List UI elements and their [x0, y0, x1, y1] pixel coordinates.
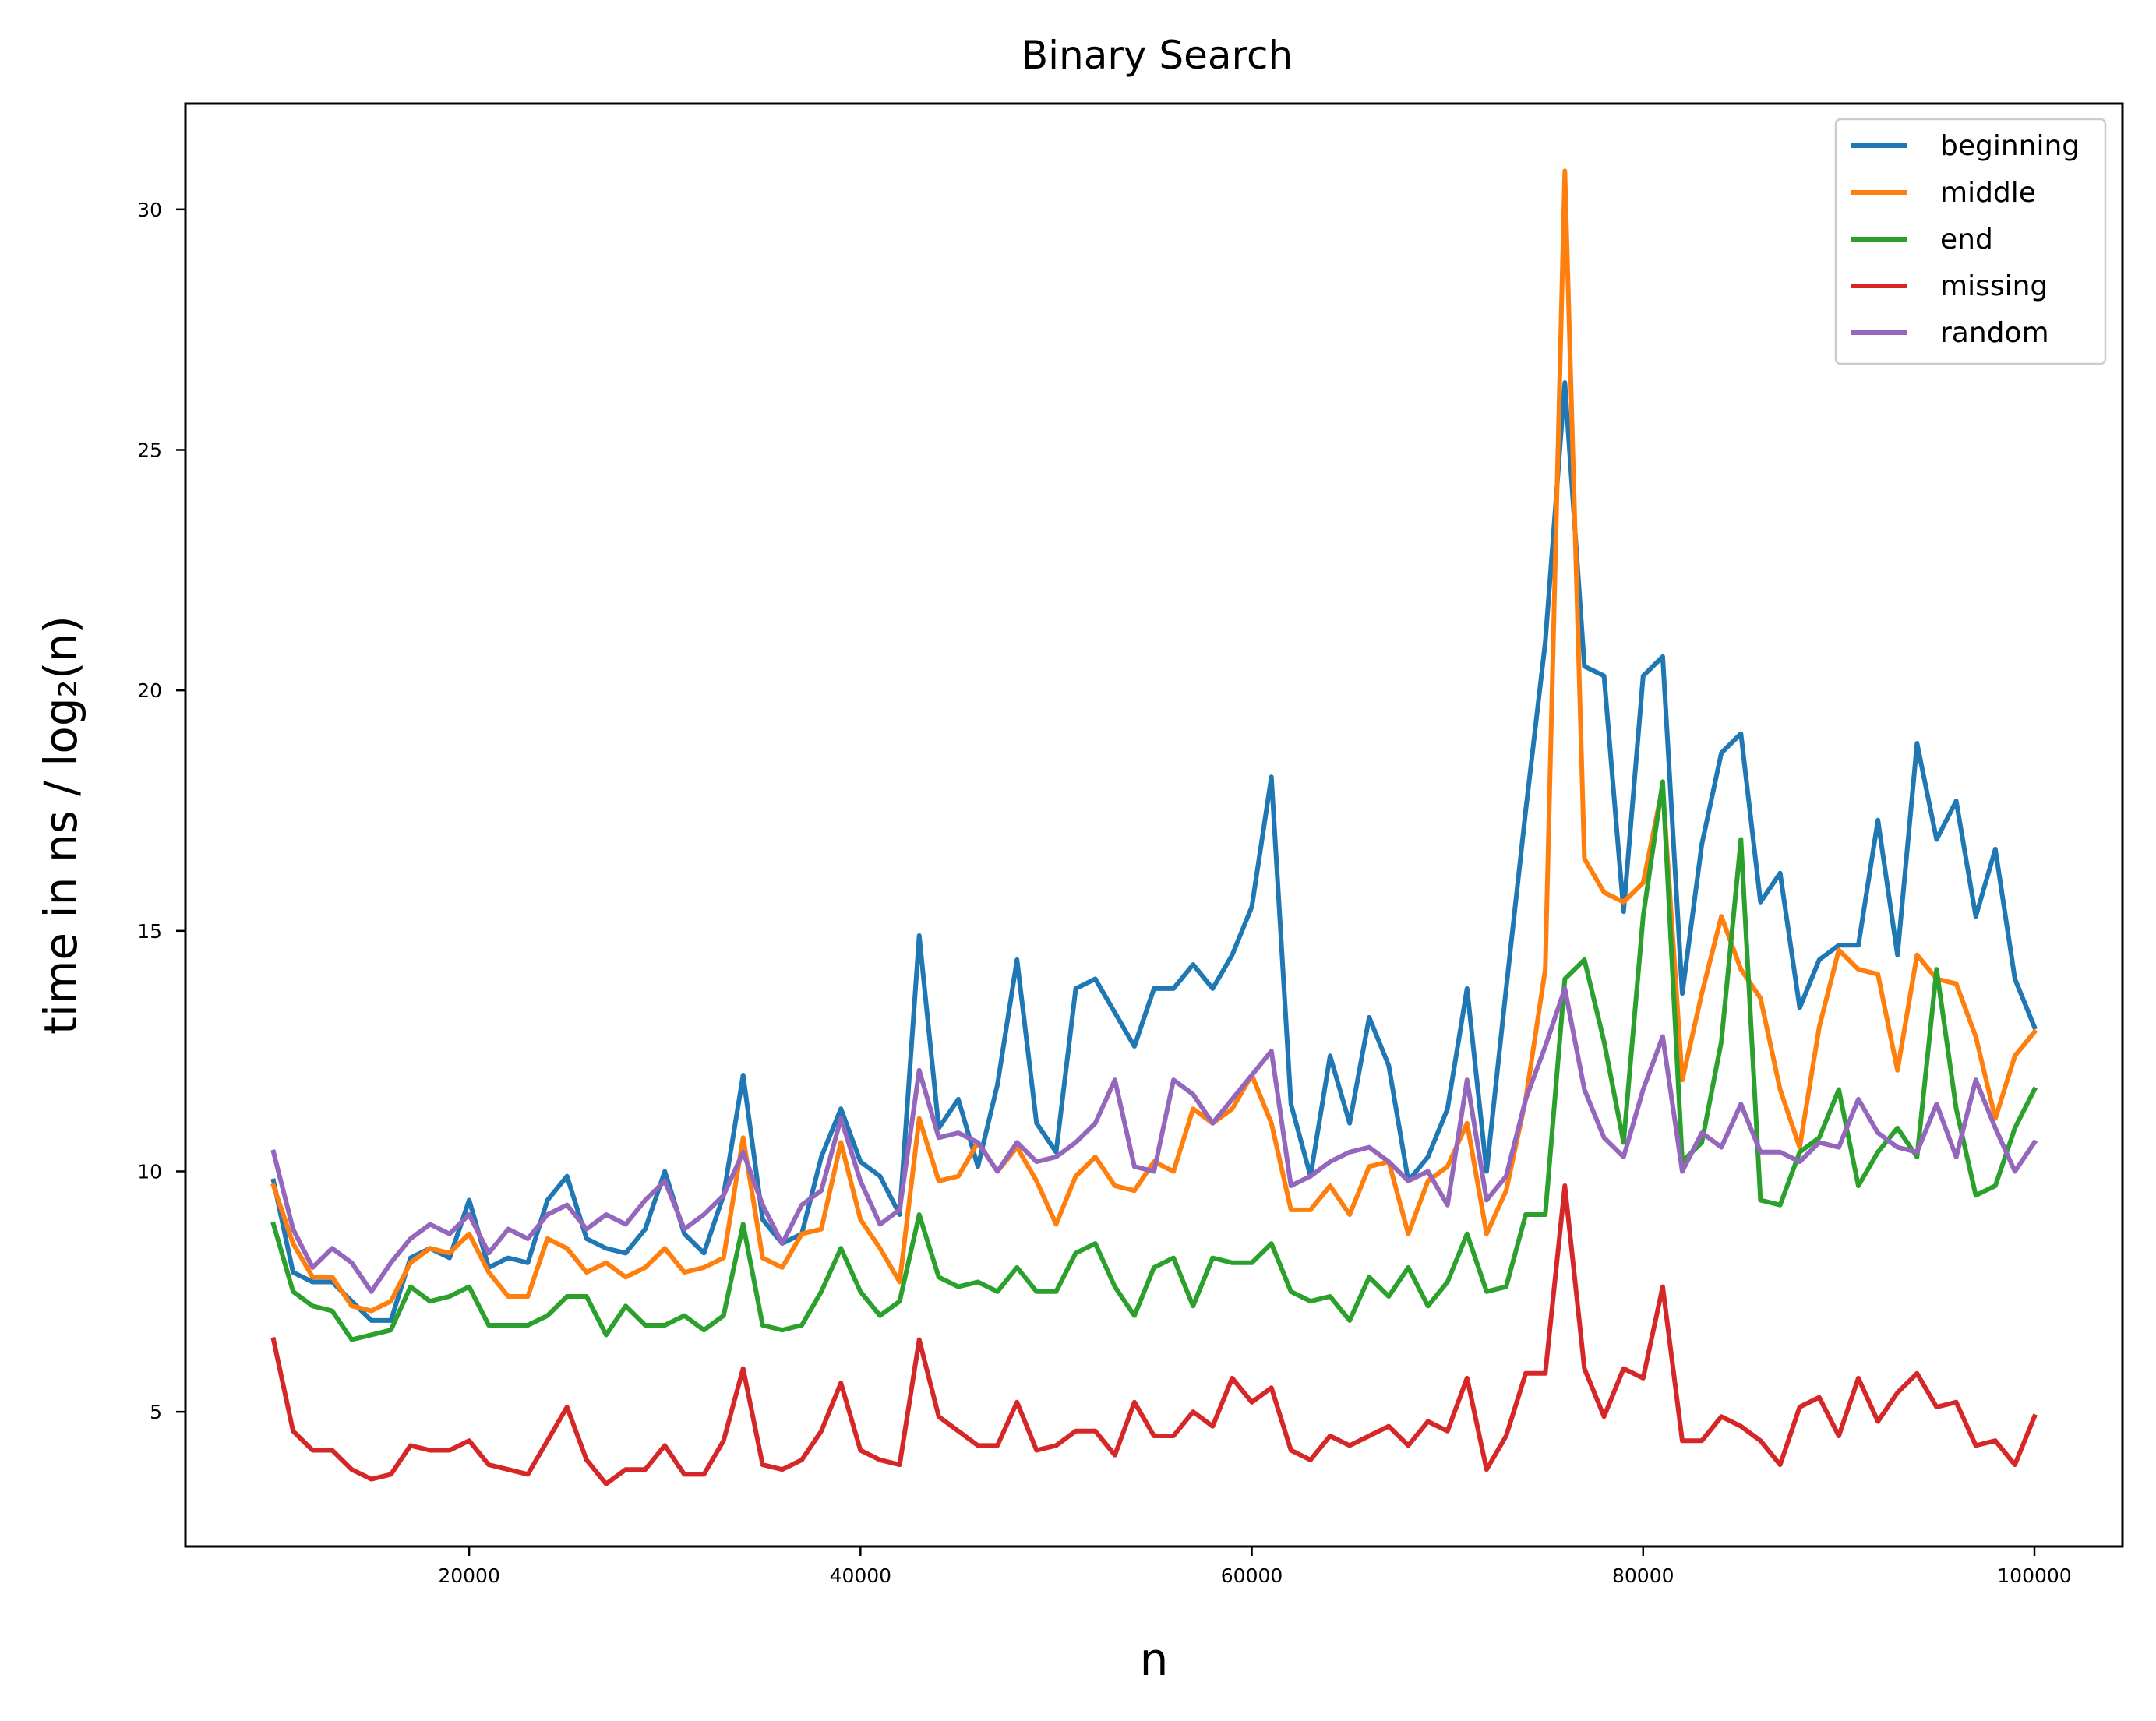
series-line-missing [270, 1183, 2038, 1486]
x-axis-label: n [1140, 1633, 1169, 1686]
x-tick-label: 80000 [1612, 1564, 1674, 1587]
x-axis-ticks: 20000 40000 60000 80000 100000 [438, 1546, 2072, 1587]
legend-label-random: random [1940, 317, 2049, 349]
y-axis-ticks: 5 10 15 20 25 30 [137, 199, 185, 1423]
y-axis-label: time in ns / log₂(n) [34, 615, 87, 1035]
plot-area-frame [184, 102, 2124, 1548]
plot-series [270, 168, 2038, 1486]
y-tick-label: 15 [137, 920, 162, 943]
y-tick-label: 25 [137, 439, 162, 461]
x-tick-label: 100000 [1997, 1564, 2071, 1587]
y-tick-label: 10 [137, 1160, 162, 1183]
chart-title: Binary Search [1022, 33, 1293, 78]
x-tick-label: 40000 [830, 1564, 892, 1587]
legend-box [1834, 118, 2107, 365]
x-tick-label: 60000 [1221, 1564, 1283, 1587]
series-line-end [270, 779, 2038, 1342]
legend-label-end: end [1940, 224, 1993, 256]
legend-label-middle: middle [1940, 177, 2036, 209]
y-tick-label: 5 [150, 1401, 162, 1423]
series-line-random [270, 986, 2038, 1294]
series-line-beginning [270, 380, 2038, 1323]
legend-label-beginning: beginning [1940, 130, 2080, 162]
y-tick-label: 30 [137, 199, 162, 221]
x-tick-label: 20000 [438, 1564, 500, 1587]
y-tick-label: 20 [137, 679, 162, 702]
chart-legend: beginning middle end missing random [1834, 118, 2107, 365]
legend-label-missing: missing [1940, 270, 2048, 302]
